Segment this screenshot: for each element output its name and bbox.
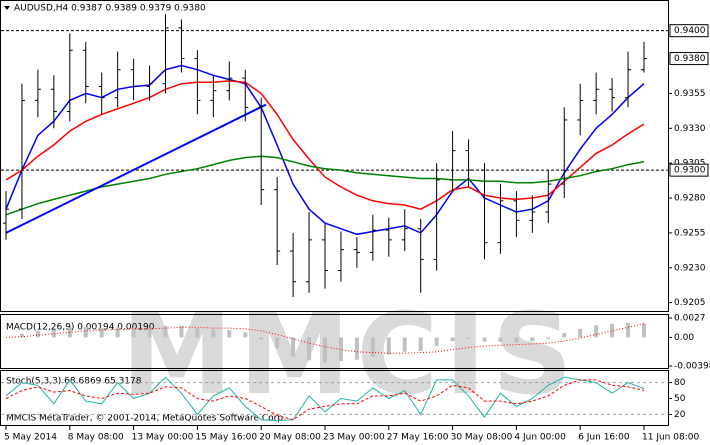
macd-bar — [498, 337, 503, 342]
macd-bar — [67, 327, 72, 338]
macd-bar — [163, 325, 168, 338]
macd-bar — [514, 337, 519, 343]
price-box-label: 0.9300 — [674, 166, 706, 176]
macd-bar — [99, 328, 104, 338]
macd-bar — [642, 323, 646, 338]
y-tick-label: 0.9255 — [674, 228, 706, 238]
plots: AUDUSD,H4 0.9387 0.9389 0.9379 0.9380 0.9… — [1, 4, 710, 443]
macd-signal — [5, 323, 645, 354]
macd-bar — [259, 337, 264, 340]
y-tick-label: -0.00398 — [674, 362, 710, 372]
macd-bar — [147, 328, 152, 338]
y-tick-label: 0.9355 — [674, 89, 706, 99]
macd-bar — [450, 337, 455, 341]
y-tick-label: 80 — [674, 378, 686, 388]
macd-bar — [418, 337, 423, 352]
panel-icon — [4, 6, 10, 10]
macd-bar — [291, 337, 296, 357]
macd-bar — [131, 328, 136, 338]
stoch-line — [5, 376, 645, 422]
y-tick-label: 0.00 — [674, 333, 694, 343]
moving-average — [5, 64, 645, 236]
macd-bar — [578, 328, 583, 338]
macd-panel — [0, 314, 669, 369]
x-tick-label: 15 May 16:00 — [195, 433, 257, 443]
copyright: MMCIS MetaTrader, © 2001-2014, MetaQuote… — [6, 414, 286, 424]
moving-average — [5, 80, 645, 210]
trendline — [5, 103, 267, 234]
y-tick-label: 0.9330 — [674, 124, 706, 134]
panel-title: MACD(12,26,9) 0.00194 0.00190 — [6, 323, 155, 333]
y-tick-label: 0.0027 — [674, 314, 706, 324]
macd-bar — [402, 337, 407, 352]
price-panel — [0, 0, 669, 312]
macd-bar — [211, 329, 216, 338]
macd-bar — [338, 337, 343, 362]
macd-bar — [386, 337, 391, 355]
moving-average — [5, 155, 645, 216]
macd-bar — [530, 337, 535, 341]
macd-bar — [354, 337, 359, 360]
y-tick-label: 0.9280 — [674, 194, 706, 204]
x-tick-label: 8 May 08:00 — [68, 433, 124, 443]
macd-bar — [243, 332, 248, 338]
y-tick-label: 50 — [674, 394, 686, 404]
y-tick-label: 20 — [674, 410, 686, 420]
macd-bar — [466, 337, 471, 339]
x-tick-label: 23 May 00:00 — [323, 433, 385, 443]
x-tick-label: 4 Jun 00:00 — [514, 433, 566, 443]
x-tick-label: 5 May 2014 — [4, 433, 57, 443]
y-tick-label: 0.9205 — [674, 298, 706, 308]
macd-bar — [179, 325, 184, 338]
y-tick-label: 0.9230 — [674, 263, 706, 273]
macd-bar — [323, 337, 327, 363]
macd-bar — [307, 337, 312, 361]
stoch-line — [5, 379, 645, 421]
price-box — [669, 163, 709, 177]
panel-title: Stoch(5,3,3) 68.6869 65.3178 — [6, 377, 142, 387]
x-tick-label: 11 Jun 08:00 — [642, 433, 699, 443]
x-tick-label: 30 May 08:00 — [451, 433, 513, 443]
macd-bar — [370, 337, 375, 357]
macd-bar — [482, 337, 487, 342]
macd-bar — [562, 333, 567, 338]
price-box — [669, 24, 709, 38]
macd-bar — [227, 330, 232, 338]
macd-bar — [83, 327, 88, 338]
macd-bar — [434, 337, 439, 347]
x-tick-label: 13 May 00:00 — [132, 433, 194, 443]
x-tick-label: 6 Jun 16:00 — [578, 433, 630, 443]
x-tick-label: 20 May 08:00 — [259, 433, 321, 443]
macd-bar — [195, 328, 200, 338]
macd-bar — [275, 337, 280, 349]
macd-bar — [594, 325, 599, 338]
macd-bar — [115, 327, 120, 338]
x-tick-label: 27 May 16:00 — [387, 433, 449, 443]
macd-bar — [19, 333, 24, 338]
macd-bar — [610, 323, 615, 338]
macd-bar — [546, 337, 551, 339]
macd-bar — [626, 323, 631, 338]
last-price-box — [669, 52, 709, 66]
last-price-label: 0.9380 — [674, 54, 706, 64]
price-box-label: 0.9400 — [674, 26, 706, 36]
panel-title: AUDUSD,H4 0.9387 0.9389 0.9379 0.9380 — [14, 4, 206, 14]
macd-bar — [35, 330, 40, 338]
